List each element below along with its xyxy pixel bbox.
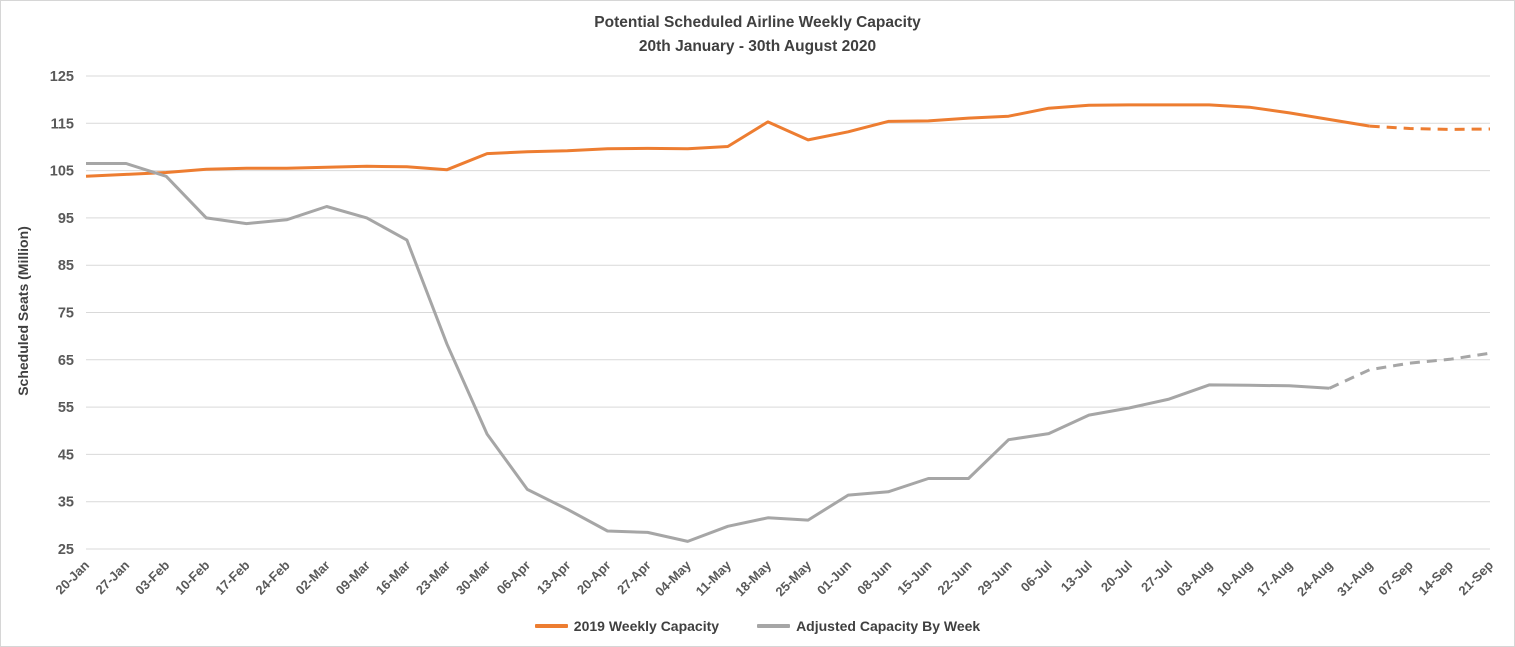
chart-title-line1: Potential Scheduled Airline Weekly Capac… [594,14,921,31]
x-tick-label: 29-Jun [975,557,1015,597]
chart-title: Potential Scheduled Airline Weekly Capac… [1,11,1514,59]
chart-legend: 2019 Weekly Capacity Adjusted Capacity B… [1,618,1514,634]
x-tick-label: 31-Aug [1334,557,1376,599]
x-tick-label: 24-Aug [1294,557,1336,599]
x-tick-label: 16-Mar [373,558,413,598]
legend-label: 2019 Weekly Capacity [573,618,720,634]
x-tick-label: 20-Apr [574,558,614,598]
y-tick-label: 45 [58,447,74,463]
x-tick-label: 27-Jan [92,557,132,597]
y-tick-label: 105 [50,164,74,180]
x-tick-label: 11-May [693,557,735,599]
x-tick-label: 18-May [732,557,774,599]
x-tick-label: 04-May [652,557,694,599]
x-tick-label: 15-Jun [894,557,934,597]
y-tick-label: 55 [58,400,74,416]
x-tick-label: 06-Apr [494,558,534,598]
legend-item-adjusted-capacity: Adjusted Capacity By Week [757,618,980,634]
x-tick-label: 01-Jun [814,557,854,597]
legend-label: Adjusted Capacity By Week [796,618,981,634]
y-tick-label: 85 [58,258,74,274]
x-tick-label: 17-Feb [212,557,252,597]
x-tick-label: 14-Sep [1415,557,1456,598]
legend-swatch-gray-line [757,624,791,628]
series-line-projected-adjusted-capacity-by-week [1328,351,1491,390]
x-tick-label: 03-Aug [1174,557,1216,599]
x-tick-label: 27-Apr [614,558,654,598]
y-tick-label: 35 [58,495,74,511]
series-line-projected-2019-weekly-capacity [1369,124,1491,131]
x-tick-label: 06-Jul [1018,558,1055,595]
x-tick-label: 24-Feb [252,557,292,597]
y-tick-label: 25 [58,542,74,558]
y-tick-label: 75 [58,306,74,322]
y-tick-label: 115 [51,116,74,132]
x-tick-label: 10-Feb [172,557,212,597]
x-tick-label: 17-Aug [1254,557,1296,599]
legend-item-2019-weekly-capacity: 2019 Weekly Capacity [534,618,720,634]
x-tick-label: 10-Aug [1214,557,1256,599]
x-tick-label: 08-Jun [854,557,894,597]
x-tick-label: 20-Jan [52,557,92,597]
x-tick-label: 09-Mar [333,558,373,598]
series-line-adjusted-capacity-by-week [86,162,1330,543]
x-tick-label: 27-Jul [1138,558,1175,595]
x-tick-label: 21-Sep [1455,557,1496,598]
series-line-2019-weekly-capacity [85,103,1370,178]
y-tick-label: 95 [58,211,74,227]
y-tick-label: 125 [50,69,74,85]
x-tick-label: 20-Jul [1098,558,1135,595]
x-tick-label: 02-Mar [293,558,333,598]
x-tick-label: 03-Feb [132,557,172,597]
x-tick-label: 23-Mar [413,558,453,598]
x-tick-label: 13-Jul [1058,558,1095,595]
legend-swatch-orange-line [534,624,568,628]
x-tick-label: 07-Sep [1375,557,1416,598]
x-tick-label: 13-Apr [534,558,574,598]
x-tick-label: 25-May [772,557,814,599]
y-tick-label: 65 [58,353,74,369]
x-tick-label: 30-Mar [453,558,493,598]
x-tick-label: 22-Jun [934,557,974,597]
chart-title-line2: 20th January - 30th August 2020 [638,38,877,56]
